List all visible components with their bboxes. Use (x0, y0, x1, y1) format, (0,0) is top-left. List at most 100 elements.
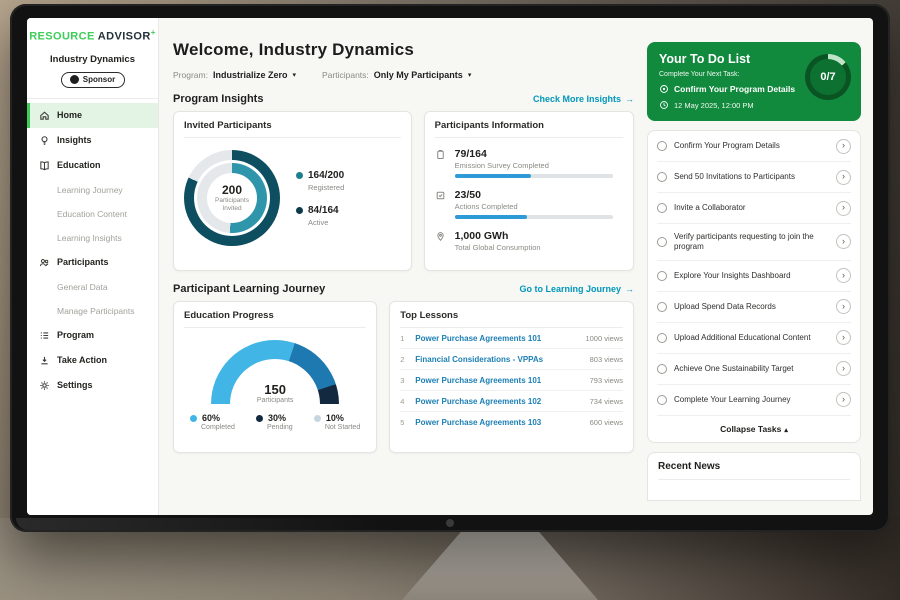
program-dropdown[interactable]: Program: Industrialize Zero ▾ (173, 70, 296, 80)
section-title: Program Insights (173, 93, 264, 105)
task-open-button[interactable]: › (836, 234, 851, 250)
lesson-link[interactable]: Financial Considerations - VPPAs (415, 354, 544, 364)
lesson-link[interactable]: Power Purchase Agreements 101 (415, 375, 542, 385)
task-checkbox[interactable] (657, 172, 667, 182)
chevron-right-icon: › (842, 269, 845, 280)
stat-row: 1,000 GWh Total Global Consumption (435, 230, 623, 252)
task-label: Achieve One Sustainability Target (674, 363, 794, 373)
legend-dot (296, 206, 303, 214)
clipboard-icon (435, 148, 447, 178)
task-open-button[interactable]: › (836, 200, 851, 216)
pin-icon (435, 230, 447, 252)
center-column: Welcome, Industry Dynamics Program: Indu… (173, 28, 634, 515)
card-title: Education Progress (184, 310, 367, 328)
checklist-icon (435, 189, 447, 219)
check-more-insights-link[interactable]: Check More Insights → (533, 94, 634, 104)
progress-bar-fill (454, 215, 528, 219)
sidebar-item-label: Education Content (57, 208, 127, 219)
sidebar-item-program[interactable]: Program (27, 323, 158, 348)
invited-participants-donut: 200 Participants Invited (184, 150, 280, 246)
sidebar-item-label: Home (57, 110, 83, 121)
lesson-row: 3 Power Purchase Agreements 101 793 view… (400, 370, 623, 391)
sidebar-item-participants[interactable]: Participants (27, 250, 158, 275)
gauge-value: 150 (264, 382, 286, 397)
sidebar-item-education-content[interactable]: Education Content (27, 202, 158, 226)
task-label: Invite a Collaborator (674, 202, 746, 212)
sidebar-item-label: Learning Insights (57, 232, 122, 243)
task-checkbox[interactable] (657, 394, 667, 405)
donut-legend: 164/200 Registered 84/164 Active (296, 170, 344, 227)
donut-center-label: Participants Invited (215, 197, 249, 212)
lesson-views: 793 views (589, 375, 623, 385)
legend-value: 84/164 (308, 204, 339, 216)
chevron-up-icon: ▴ (784, 426, 788, 434)
todo-next-task[interactable]: Confirm Your Program Details (659, 84, 797, 94)
task-open-button[interactable]: › (836, 138, 851, 154)
sidebar-item-settings[interactable]: Settings (27, 373, 158, 398)
todo-tasks-card: Confirm Your Program Details › Send 50 I… (647, 130, 861, 443)
task-checkbox[interactable] (657, 141, 667, 151)
lesson-row: 5 Power Purchase Agreements 103 600 view… (400, 412, 623, 432)
lesson-link[interactable]: Power Purchase Agreements 101 (415, 333, 542, 343)
clock-icon (659, 100, 669, 110)
sidebar-item-education[interactable]: Education (27, 153, 158, 178)
task-checkbox[interactable] (657, 236, 667, 247)
lesson-link[interactable]: Power Purchase Agreements 102 (415, 396, 542, 406)
sidebar-item-take-action[interactable]: Take Action (27, 348, 158, 373)
book-icon (39, 160, 50, 171)
task-open-button[interactable]: › (836, 392, 851, 408)
task-label: Complete Your Learning Journey (674, 394, 791, 404)
lesson-link[interactable]: Power Purchase Agreements 103 (415, 417, 542, 427)
sponsor-badge[interactable]: Sponsor (60, 71, 125, 88)
task-checkbox[interactable] (657, 301, 667, 312)
logo-text-secondary: ADVISOR (97, 30, 151, 43)
task-row: Explore Your Insights Dashboard › (657, 261, 851, 292)
sidebar-item-learning-journey[interactable]: Learning Journey (27, 178, 158, 202)
sidebar-item-home[interactable]: Home (27, 102, 158, 128)
recent-news-card: Recent News (647, 451, 861, 501)
task-checkbox[interactable] (657, 203, 667, 213)
chevron-right-icon: › (842, 300, 845, 311)
task-open-button[interactable]: › (836, 169, 851, 185)
legend-label: Registered (308, 182, 345, 192)
task-open-button[interactable]: › (836, 361, 851, 377)
task-open-button[interactable]: › (836, 268, 851, 284)
education-progress-gauge: 150 Participants (211, 340, 340, 404)
gauge-label: Participants (256, 397, 294, 404)
todo-subtitle: Complete Your Next Task: (659, 71, 740, 78)
sidebar-item-learning-insights[interactable]: Learning Insights (27, 226, 158, 250)
task-checkbox[interactable] (657, 363, 667, 374)
go-to-learning-journey-link[interactable]: Go to Learning Journey → (519, 284, 634, 294)
task-open-button[interactable]: › (836, 299, 851, 315)
lightbulb-icon (39, 135, 50, 146)
sidebar-item-label: Take Action (57, 355, 108, 366)
sidebar-item-label: Manage Participants (57, 305, 135, 316)
sidebar-item-label: General Data (57, 281, 108, 292)
sponsor-icon (69, 75, 79, 85)
task-checkbox[interactable] (657, 332, 667, 343)
target-icon (659, 84, 669, 94)
stat-label: Emission Survey Completed (454, 161, 549, 170)
section-title: Participant Learning Journey (173, 283, 326, 295)
recent-news-title: Recent News (658, 461, 850, 480)
participants-dropdown[interactable]: Participants: Only My Participants ▾ (322, 70, 471, 80)
sidebar-item-insights[interactable]: Insights (27, 128, 158, 153)
stat-row: 23/50 Actions Completed (435, 189, 623, 219)
todo-summary-card: Your To Do List Complete Your Next Task:… (647, 42, 861, 121)
legend-value: 164/200 (308, 169, 345, 181)
card-title: Participants Information (434, 120, 623, 138)
collapse-tasks-button[interactable]: Collapse Tasks ▴ (657, 414, 851, 442)
legend-label: Completed (201, 424, 235, 431)
task-row: Verify participants requesting to join t… (657, 224, 851, 261)
task-label: Send 50 Invitations to Participants (674, 171, 795, 181)
home-icon (39, 110, 50, 121)
chevron-right-icon: › (842, 140, 845, 150)
action-icon (39, 355, 50, 366)
stat-body: 79/164 Emission Survey Completed (454, 148, 613, 178)
task-open-button[interactable]: › (836, 330, 851, 346)
sidebar-item-general-data[interactable]: General Data (27, 275, 158, 299)
legend-item-registered: 164/200 Registered (296, 170, 344, 192)
task-checkbox[interactable] (657, 270, 667, 281)
sidebar-item-manage-participants[interactable]: Manage Participants (27, 299, 158, 323)
legend-item-pending: 30% Pending (255, 413, 293, 431)
